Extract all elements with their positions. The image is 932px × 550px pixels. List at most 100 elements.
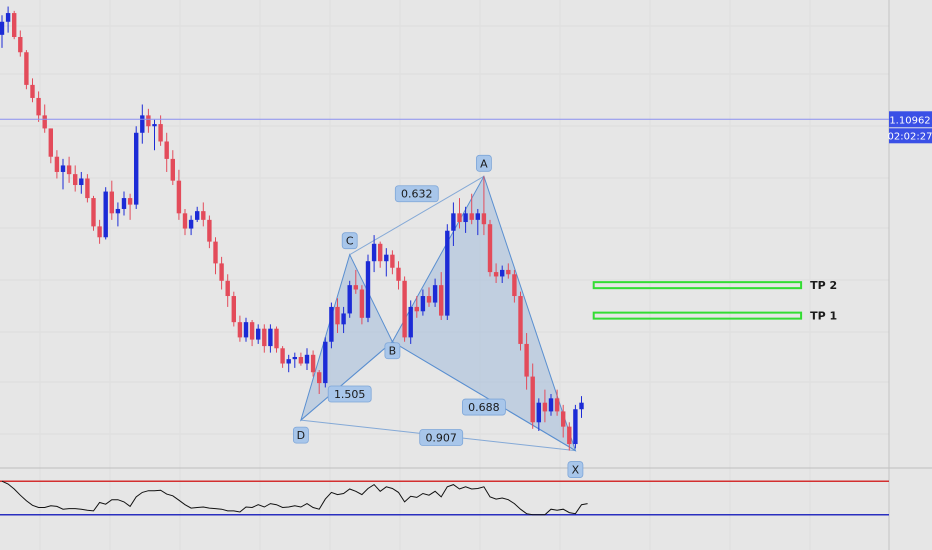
candle-body	[158, 124, 163, 142]
candle-body	[432, 285, 438, 303]
candle-body	[329, 306, 334, 342]
ratio-label: 1.505	[334, 388, 366, 401]
candle-body	[73, 174, 78, 186]
candle-body	[402, 280, 407, 338]
candle-body	[140, 115, 145, 133]
tp-label: TP 2	[810, 279, 837, 292]
candle-body	[219, 263, 224, 281]
candle-body	[573, 409, 578, 445]
candle-body	[469, 213, 474, 220]
candle-body	[182, 213, 188, 229]
candle-body	[30, 84, 35, 98]
candle-body	[134, 132, 139, 205]
candle-body	[396, 267, 401, 281]
candle-body	[304, 354, 310, 364]
point-label-box	[384, 342, 401, 360]
pattern-labels: X A B C D 0.632 1.505 0.688 0.907	[292, 154, 584, 478]
candle-body	[445, 230, 450, 316]
candle-body	[426, 296, 432, 303]
candle-body	[262, 328, 267, 347]
candle-body	[365, 261, 371, 318]
take-profit-targets[interactable]: TP 2 TP 1	[592, 279, 837, 323]
candle-body	[176, 180, 182, 214]
candle-body	[66, 165, 72, 175]
candle-body	[207, 219, 212, 242]
candle-body	[457, 213, 462, 223]
ratio-label-box	[394, 185, 439, 203]
candle-body	[500, 269, 505, 277]
tp-label: TP 1	[810, 310, 837, 323]
point-label-box	[292, 426, 309, 444]
candle-body	[249, 322, 255, 340]
tp-box	[592, 281, 803, 290]
point-label: C	[346, 235, 354, 248]
candle-body	[323, 341, 328, 384]
candle-body	[317, 372, 322, 384]
candle-body	[237, 322, 243, 338]
candle-body	[347, 285, 352, 314]
candle-body	[188, 219, 194, 229]
current-price: 1.10962 02:02:27	[0, 111, 932, 144]
point-label: X	[572, 464, 580, 477]
candle-body	[268, 328, 273, 347]
ratio-label: 0.688	[468, 401, 500, 414]
candle-body	[451, 213, 456, 231]
ratio-label: 0.632	[401, 188, 433, 201]
pattern-line-bd	[300, 341, 393, 421]
candle-body	[567, 426, 572, 445]
candle-body	[335, 306, 340, 325]
candle-body	[353, 285, 358, 290]
candle-body	[36, 97, 41, 116]
current-price-label: 1.10962	[889, 115, 930, 126]
candle-body	[213, 241, 218, 264]
candle-body	[243, 322, 249, 338]
countdown-box	[889, 128, 932, 144]
candlesticks	[0, 6, 584, 451]
candle-body	[475, 213, 480, 220]
oscillator-line	[1, 480, 588, 516]
candle-body	[54, 156, 60, 172]
candle-body	[579, 402, 584, 410]
candle-body	[48, 128, 53, 157]
pattern-line-xb	[392, 341, 576, 452]
point-label-box	[475, 154, 492, 172]
candle-body	[121, 198, 127, 209]
candle-body	[554, 398, 560, 412]
candle-body	[481, 213, 487, 225]
point-label: A	[480, 157, 488, 170]
candle-body	[439, 285, 444, 316]
candle-body	[310, 354, 316, 373]
candle-body	[524, 343, 529, 377]
candle-body	[146, 115, 151, 127]
pattern-line-ca	[349, 175, 485, 256]
candle-body	[152, 124, 157, 127]
ratio-label-box	[461, 398, 506, 416]
candle-body	[79, 178, 84, 186]
candle-body	[85, 178, 90, 199]
candle-body	[103, 191, 108, 238]
candle-body	[201, 211, 206, 220]
candle-body	[115, 208, 121, 214]
candle-body	[341, 313, 346, 325]
tp-box	[592, 311, 803, 320]
candle-body	[42, 115, 47, 129]
point-label-box	[341, 232, 358, 250]
candle-body	[109, 191, 114, 214]
candle-body	[487, 224, 493, 273]
ratio-label: 0.907	[425, 432, 457, 445]
candle-body	[127, 198, 133, 205]
candle-body	[256, 328, 261, 340]
candle-body	[292, 356, 297, 360]
candle-body	[408, 306, 413, 338]
candle-body	[225, 280, 230, 297]
candle-body	[231, 296, 236, 323]
point-label: B	[389, 345, 397, 358]
candle-body	[18, 37, 23, 53]
candle-body	[542, 402, 548, 412]
candle-body	[512, 274, 517, 297]
candle-body	[298, 356, 304, 364]
candle-body	[548, 398, 554, 412]
candle-body	[0, 21, 5, 35]
candle-body	[390, 254, 395, 268]
